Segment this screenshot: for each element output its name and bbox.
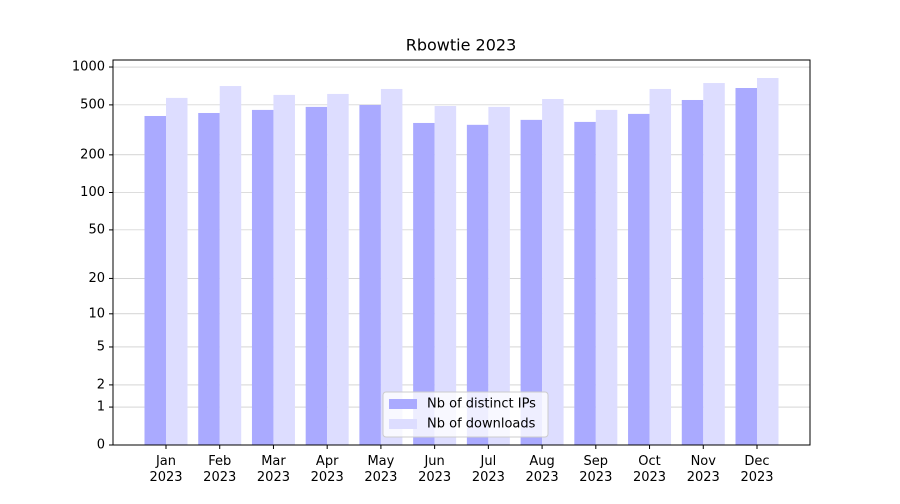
x-tick-label: Sep 2023 — [579, 454, 612, 485]
x-tick-month: Mar — [261, 454, 286, 469]
bar — [305, 106, 328, 446]
bar — [327, 93, 349, 445]
chart-title: Rbowtie 2023 — [406, 36, 517, 55]
legend-label: Nb of downloads — [427, 417, 536, 432]
y-tick-label: 20 — [88, 271, 105, 286]
y-tick-label: 100 — [80, 185, 105, 200]
x-tick-year: 2023 — [418, 470, 451, 485]
bar — [144, 115, 166, 446]
x-tick-year: 2023 — [472, 470, 505, 485]
y-tick-label: 200 — [80, 147, 105, 162]
y-tick-label: 0 — [97, 438, 105, 453]
bar — [703, 83, 725, 446]
y-tick-label: 500 — [80, 97, 105, 112]
x-tick-month: Nov — [691, 454, 717, 469]
x-tick-year: 2023 — [311, 470, 344, 485]
x-tick-month: Dec — [744, 454, 769, 469]
bar — [198, 112, 220, 445]
bar — [413, 122, 435, 446]
x-tick-month: Oct — [638, 454, 660, 469]
x-tick-label: Jan 2023 — [149, 454, 182, 485]
y-tick-label: 2 — [97, 377, 105, 392]
x-tick-month: Jun — [423, 454, 444, 469]
x-tick-year: 2023 — [579, 470, 612, 485]
x-tick-year: 2023 — [740, 470, 773, 485]
bar — [649, 88, 672, 445]
bar — [466, 124, 489, 445]
x-tick-label: Oct 2023 — [633, 454, 666, 485]
x-tick-year: 2023 — [149, 470, 182, 485]
legend-label: Nb of distinct IPs — [427, 397, 536, 412]
bar — [757, 77, 779, 445]
x-tick-month: Jul — [480, 454, 497, 469]
x-tick-year: 2023 — [364, 470, 397, 485]
plot-frame — [112, 59, 811, 446]
bar — [595, 109, 618, 445]
x-tick-label: Feb 2023 — [203, 454, 236, 485]
x-tick-year: 2023 — [203, 470, 236, 485]
bar — [488, 106, 510, 446]
legend-swatch — [389, 399, 417, 409]
bar — [681, 99, 704, 446]
bar — [166, 97, 188, 446]
bar — [273, 94, 295, 446]
x-tick-label: Apr 2023 — [311, 454, 344, 485]
x-tick-month: Feb — [208, 454, 231, 469]
bar — [434, 105, 457, 445]
y-tick-label: 5 — [97, 339, 105, 354]
bar — [628, 113, 650, 446]
x-tick-label: May 2023 — [364, 454, 397, 485]
x-tick-label: Aug 2023 — [526, 454, 559, 485]
legend-swatch — [389, 419, 417, 429]
x-tick-month: Aug — [529, 454, 554, 469]
x-tick-label: Dec 2023 — [740, 454, 773, 485]
y-tick-label: 10 — [88, 306, 105, 321]
bar — [359, 104, 381, 446]
y-tick-label: 50 — [88, 222, 105, 237]
y-tick-label: 1 — [97, 400, 105, 415]
x-tick-label: Jun 2023 — [418, 454, 451, 485]
legend-box — [382, 391, 549, 438]
y-tick-label: 1000 — [72, 60, 105, 75]
x-tick-month: Sep — [584, 454, 609, 469]
x-tick-year: 2023 — [526, 470, 559, 485]
x-tick-month: Apr — [316, 454, 339, 469]
bar — [542, 98, 564, 445]
x-tick-year: 2023 — [687, 470, 720, 485]
x-tick-label: Mar 2023 — [257, 454, 290, 485]
bar — [251, 109, 274, 445]
bar — [520, 119, 543, 446]
bar — [735, 88, 757, 445]
x-tick-month: May — [367, 454, 394, 469]
bar — [219, 86, 242, 445]
bar — [574, 121, 596, 445]
x-tick-label: Jul 2023 — [472, 454, 505, 485]
bar — [380, 88, 403, 445]
x-tick-year: 2023 — [257, 470, 290, 485]
x-tick-label: Nov 2023 — [687, 454, 720, 485]
x-tick-year: 2023 — [633, 470, 666, 485]
x-tick-month: Jan — [155, 454, 176, 469]
